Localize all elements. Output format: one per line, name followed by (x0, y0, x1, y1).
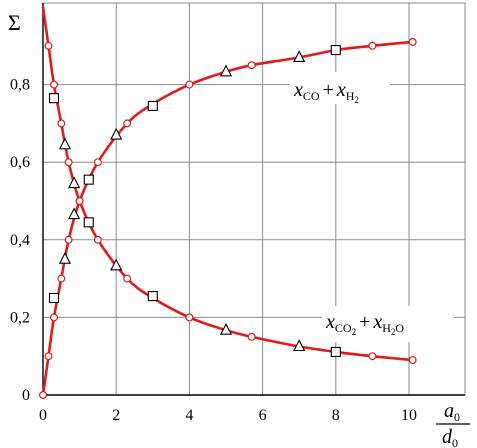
x-label-numerator: a (444, 400, 454, 422)
circle-marker (185, 313, 194, 322)
circle-marker (93, 158, 102, 167)
circle-marker (64, 235, 73, 244)
y-tick-label: 0,6 (10, 154, 30, 171)
series-label-co2-h2o-bg (322, 306, 454, 342)
triangle-marker (68, 207, 81, 220)
x-tick-label: 10 (401, 407, 417, 424)
x-label-numerator-sub: 0 (454, 410, 460, 424)
label-plus-2: + (359, 311, 370, 333)
triangle-marker (293, 339, 306, 352)
square-marker (48, 292, 60, 304)
x-tick-label: 8 (332, 407, 340, 424)
square-marker (48, 93, 60, 104)
triangle-marker (293, 50, 306, 62)
svg-text:d0: d0 (442, 426, 458, 448)
svg-text:xCO2+xH2O: xCO2 + xH2O (325, 311, 404, 337)
circle-marker (408, 356, 417, 365)
square-marker (330, 346, 341, 357)
x-label-denominator-sub: 0 (452, 436, 458, 448)
triangle-marker (68, 176, 81, 189)
svg-text:xCO+xH2: xCO + xH2 (293, 79, 359, 105)
label-sub-2: 2 (354, 95, 359, 105)
triangle-marker (110, 127, 123, 140)
circle-marker (44, 352, 53, 361)
circle-marker (93, 235, 102, 244)
square-marker (330, 45, 341, 56)
series-label-co-h2: xCO + xH2 (290, 72, 390, 105)
square-marker (147, 291, 158, 302)
x-tick-label: 0 (39, 407, 47, 424)
series-label-co2-h2o: xCO2 + xH2O (322, 306, 454, 342)
label-sub-co: CO (303, 89, 320, 103)
circle-marker (75, 197, 84, 206)
circle-marker (57, 119, 66, 128)
svg-text:a0: a0 (444, 400, 460, 424)
circle-marker (368, 352, 377, 361)
circle-marker (57, 274, 66, 283)
label-x2: x (336, 79, 346, 101)
square-marker (83, 174, 94, 185)
series-label-co-h2-bg (290, 72, 390, 104)
y-tick-label: 0,4 (10, 232, 30, 249)
circle-marker (368, 41, 377, 50)
circle-marker (185, 80, 194, 89)
x-tick-label: 2 (112, 407, 120, 424)
label-sub-h2o-2: 2 (391, 327, 396, 337)
text-layer: Σ a0 d0 xCO + xH2 xCO2 + xH2O 0 2 4 6 8 1000,20,4… (8, 10, 470, 448)
triangle-marker (110, 258, 123, 271)
triangle-marker (58, 252, 72, 264)
circle-marker (247, 61, 256, 70)
circle-marker (247, 332, 256, 341)
circle-marker (49, 313, 58, 322)
y-tick-label: 0,8 (10, 77, 30, 94)
x-label-denominator: d (442, 426, 453, 448)
y-tick-label: 0 (22, 387, 30, 404)
label-plus: + (323, 79, 334, 101)
square-marker (83, 217, 94, 228)
y-axis-label: Σ (8, 10, 21, 35)
square-marker (147, 100, 158, 111)
label-sub-co2: CO (335, 321, 352, 335)
label-x4: x (372, 311, 382, 333)
x-tick-label: 4 (185, 407, 193, 424)
circle-marker (123, 119, 132, 128)
label-sub-h2o-h: H (382, 321, 391, 335)
label-sub-h: H (346, 89, 355, 103)
axes (42, 3, 465, 396)
triangle-marker (219, 323, 233, 335)
marker-layer (38, 37, 417, 400)
circle-marker (64, 158, 73, 167)
label-x1: x (293, 79, 303, 101)
x-axis-label: a0 d0 (436, 400, 470, 448)
triangle-marker (58, 137, 72, 150)
y-tick-label: 0,2 (10, 309, 30, 326)
series-line-2 (41, 6, 413, 362)
circle-marker (44, 41, 53, 50)
circle-marker (408, 37, 417, 46)
circle-marker (38, 391, 47, 400)
label-sub-co2-2: 2 (352, 327, 357, 337)
triangle-marker (219, 64, 233, 77)
x-tick-label: 6 (259, 407, 267, 424)
circle-marker (123, 274, 132, 283)
label-sub-h2o-o: O (395, 321, 404, 335)
label-x3: x (325, 311, 335, 333)
circle-marker (49, 80, 58, 89)
